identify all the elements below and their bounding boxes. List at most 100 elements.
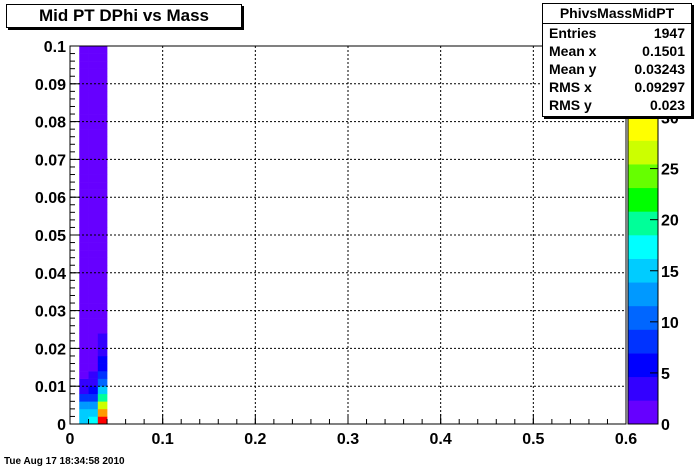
stats-label: Mean x [549, 43, 597, 59]
heatmap-cell [97, 250, 108, 258]
heatmap-cell [97, 91, 108, 100]
stats-row-entries: Entries 1947 [543, 24, 691, 42]
stats-row-rms-y: RMS y 0.023 [543, 96, 691, 114]
heatmap-cell [88, 416, 99, 425]
heatmap-cell [79, 386, 89, 395]
heatmap-cell [88, 106, 99, 115]
heatmap-cell [88, 295, 99, 304]
stats-box: PhivsMassMidPT Entries 1947 Mean x 0.150… [542, 3, 692, 117]
stats-row-rms-x: RMS x 0.09297 [543, 78, 691, 96]
stats-value: 0.09297 [634, 79, 685, 95]
heatmap-cell [88, 257, 99, 266]
heatmap-cell [88, 227, 99, 236]
heatmap-cell [88, 174, 99, 183]
y-tick-label: 0.01 [35, 379, 66, 396]
stats-title: PhivsMassMidPT [543, 4, 691, 24]
heatmap-cell [97, 61, 108, 69]
heatmap-cell [97, 348, 108, 357]
colorbar-swatch [628, 211, 658, 236]
heatmap-cell [97, 386, 108, 395]
y-tick-label: 0 [57, 417, 66, 434]
colorbar-tick-label: 20 [661, 213, 679, 230]
heatmap-cell [97, 83, 108, 92]
heatmap-cell [79, 204, 89, 213]
heatmap-cell [79, 235, 89, 243]
heatmap-cell [88, 272, 99, 281]
heatmap-cell [88, 242, 99, 251]
heatmap-cell [97, 46, 108, 54]
heatmap-cell [88, 265, 99, 274]
heatmap-cell [79, 242, 89, 251]
heatmap-cell [97, 212, 108, 221]
heatmap-cell [88, 197, 99, 206]
stats-label: RMS x [549, 79, 592, 95]
heatmap-cell [88, 333, 99, 342]
heatmap-cell [79, 174, 89, 183]
heatmap-cell [88, 212, 99, 221]
heatmap-cell [79, 287, 89, 296]
heatmap-cell [88, 46, 99, 54]
heatmap-cell [97, 325, 108, 334]
heatmap-cell [97, 106, 108, 115]
heatmap-cell [88, 235, 99, 243]
heatmap-cell [88, 303, 99, 311]
heatmap-cell [97, 340, 108, 349]
timestamp: Tue Aug 17 18:34:58 2010 [4, 456, 125, 467]
heatmap-cell [97, 129, 108, 138]
y-tick-label: 0.05 [35, 228, 66, 245]
heatmap-cell [97, 197, 108, 206]
heatmap-cell [88, 121, 99, 130]
x-tick-label: 0.3 [337, 431, 359, 448]
colorbar-swatch [628, 164, 658, 189]
heatmap-cell [88, 166, 99, 175]
colorbar-swatch [628, 116, 658, 141]
heatmap-cell [79, 272, 89, 281]
heatmap-cell [97, 272, 108, 281]
heatmap-cell [79, 401, 89, 410]
stats-value: 0.023 [649, 97, 685, 113]
heatmap-cell [79, 98, 89, 107]
heatmap-cell [79, 121, 89, 130]
heatmap-cell [79, 416, 89, 425]
heatmap-cell [79, 136, 89, 145]
y-tick-label: 0.06 [35, 190, 66, 207]
heatmap-cell [97, 280, 108, 289]
y-tick-label: 0.02 [35, 341, 66, 358]
y-tick-label: 0.1 [44, 39, 66, 56]
stats-label: Mean y [549, 61, 597, 77]
colorbar-swatch [628, 258, 658, 283]
heatmap-cell [97, 219, 108, 228]
heatmap-cell [79, 227, 89, 236]
heatmap-cell [79, 363, 89, 372]
heatmap-cell [97, 318, 108, 327]
heatmap-cell [79, 114, 89, 122]
heatmap-cell [88, 61, 99, 69]
x-tick-label: 0.5 [522, 431, 544, 448]
colorbar-swatch [628, 353, 658, 378]
colorbar-tick-label: 5 [661, 366, 670, 383]
heatmap-cell [97, 136, 108, 145]
heatmap-cell [88, 159, 99, 168]
colorbar-swatch [628, 140, 658, 165]
heatmap-cell [79, 159, 89, 168]
chart-title: Mid PT DPhi vs Mass [6, 4, 242, 28]
heatmap-cell [97, 265, 108, 274]
heatmap-cell [88, 363, 99, 372]
heatmap-cell [97, 310, 108, 319]
heatmap-cell [79, 68, 89, 77]
heatmap-cell [79, 393, 89, 402]
colorbar-swatch [628, 187, 658, 212]
x-tick-label: 0.4 [430, 431, 452, 448]
colorbar-swatch [628, 400, 658, 425]
colorbar-tick-label: 15 [661, 264, 679, 281]
heatmap-cell [79, 303, 89, 311]
heatmap-cell [79, 219, 89, 228]
heatmap-cell [88, 401, 99, 410]
colorbar-tick-label: 0 [661, 417, 670, 434]
heatmap-cell [88, 371, 99, 379]
heatmap-cell [88, 378, 99, 387]
colorbar-tick-label: 10 [661, 315, 679, 332]
heatmap-cell [88, 325, 99, 334]
stats-label: Entries [549, 25, 597, 41]
heatmap-cell [97, 174, 108, 183]
